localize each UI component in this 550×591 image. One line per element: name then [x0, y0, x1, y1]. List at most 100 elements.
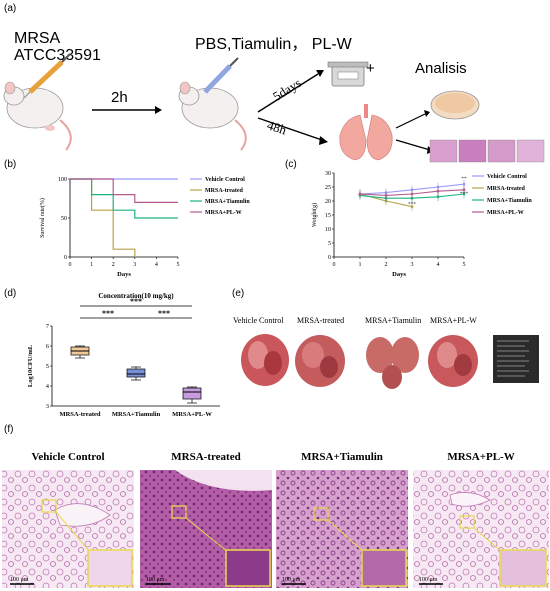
x-tick-label: 2 [385, 262, 388, 268]
arrow-48h: 48h [257, 117, 328, 145]
y-tick-label: 0 [328, 255, 331, 261]
plus-sign: + [366, 60, 375, 77]
histology-label-vehicle: Vehicle Control [31, 451, 105, 463]
y-tick-label: 3 [46, 403, 49, 410]
significance-marker: *** [130, 297, 142, 306]
y-tick-label: 25 [325, 185, 331, 191]
data-point [410, 196, 414, 200]
panel-b-label: (b) [4, 159, 17, 170]
balance-icon [327, 61, 369, 87]
time-5days: 5days [270, 75, 304, 104]
x-tick-label: MRSA-treated [59, 411, 100, 418]
y-tick-label: 5 [46, 363, 49, 370]
mouse-icon [3, 81, 72, 151]
y-axis-label: Survival rate(%) [39, 198, 46, 238]
data-point [358, 192, 362, 196]
lung-photo-tiamulin [366, 337, 419, 389]
lung-photo-vehicle [241, 334, 289, 386]
time-48h: 48h [265, 117, 289, 137]
mouse-icon [178, 81, 247, 151]
legend-entry: MRSA+Tiamulin [205, 199, 250, 205]
treatment-list: PBS,Tiamulin， PL-W [195, 36, 352, 53]
y-tick-label: 10 [325, 227, 331, 233]
data-point [384, 194, 388, 197]
significance-marker: *** [408, 202, 417, 208]
histology-panels: 100 μm 100 μm 100 μm 100 μm [2, 470, 549, 588]
data-point [410, 205, 414, 208]
x-tick-label: 4 [437, 262, 440, 268]
x-tick-label: 0 [69, 262, 72, 268]
strain-name: MRSA [14, 30, 61, 47]
histology-label-plw: MRSA+PL-W [447, 451, 515, 463]
legend-entry: Vehicle Control [205, 177, 245, 183]
scale-bar: 100 μm [146, 577, 165, 583]
data-point [410, 188, 414, 192]
panel-c-label: (c) [285, 159, 297, 170]
lung-photos [241, 334, 539, 389]
cfu-boxplot: Concentration(10 mg/kg) 3 4 5 6 7 Log10CFU/mL M… [27, 292, 220, 418]
x-tick-label: 3 [133, 262, 136, 268]
x-axis-label: Days [117, 271, 131, 278]
ruler-image [493, 335, 539, 383]
x-tick-label: 1 [90, 262, 93, 268]
lung-label-vehicle: Vehicle Control [233, 316, 284, 325]
arrow-5days: 5days [257, 70, 324, 113]
histology-image-mrsa: 100 μm [140, 470, 272, 588]
histology-image-plw: 100 μm [413, 470, 549, 588]
data-point [462, 182, 466, 186]
series-line [70, 178, 178, 219]
y-tick-label: 0 [64, 255, 67, 261]
panel-a-label: (a) [4, 3, 17, 14]
arrow-to-histology [395, 139, 434, 154]
y-tick-label: 7 [46, 323, 50, 330]
x-tick-label: 5 [177, 262, 180, 268]
box-body [126, 368, 146, 378]
time-2h: 2h [111, 89, 128, 106]
x-tick-label: 4 [155, 262, 158, 268]
x-tick-label: 0 [333, 262, 336, 268]
panel-f-label: (f) [4, 424, 14, 435]
histology-thumbnails [429, 139, 545, 163]
series-line [70, 178, 136, 257]
y-tick-label: 30 [325, 171, 331, 177]
histology-image-tiamulin: 100 μm [276, 470, 408, 588]
legend-entry: MRSA-treated [205, 188, 244, 194]
y-axis-label: Weight(g) [311, 203, 318, 227]
legend-entry: Vehicle Control [487, 174, 527, 180]
panel-e-label: (e) [232, 288, 245, 299]
analysis-label: Analisis [415, 60, 467, 77]
significance-marker: *** [158, 309, 170, 318]
histology-image-vehicle: 100 μm [2, 470, 134, 588]
y-axis-label: Log10CFU/mL [27, 344, 34, 387]
data-point [436, 195, 440, 199]
legend-entry: MRSA+PL-W [205, 210, 242, 216]
strain-id: ATCC33591 [14, 47, 101, 64]
chart-title: Concentration(10 mg/kg) [98, 292, 174, 300]
weight-chart: 0 1 2 3 4 5 0 5 10 15 20 25 30 Days Weight(g) Vehicle C… [311, 171, 532, 278]
strain-label: MRSA ATCC33591 [14, 30, 101, 64]
histology-label-mrsa: MRSA-treated [171, 451, 241, 463]
scale-bar: 100 μm [282, 577, 301, 583]
petri-dish-icon [430, 90, 480, 120]
significance-marker: *** [460, 191, 469, 197]
lung-label-tiamulin: MRSA+Tiamulin [365, 316, 422, 325]
x-axis-label: Days [392, 271, 406, 278]
histology-label-tiamulin: MRSA+Tiamulin [301, 451, 383, 463]
significance-marker: ** [461, 176, 467, 182]
x-tick-label: 5 [463, 262, 466, 268]
box-body [182, 387, 202, 400]
lung-photo-plw [428, 335, 478, 387]
significance-marker: *** [102, 309, 114, 318]
syringe-icon [23, 53, 71, 99]
y-tick-label: 50 [61, 216, 67, 222]
syringe-icon [203, 57, 239, 94]
data-point [410, 192, 414, 196]
x-tick-label: MRSA+PL-W [172, 411, 212, 418]
y-tick-label: 5 [328, 241, 331, 247]
panel-a-schematic: 5days 48h [3, 53, 545, 163]
x-tick-label: 1 [359, 262, 362, 268]
scale-bar: 100 μm [419, 577, 438, 583]
scale-bar: 100 μm [10, 577, 29, 583]
y-tick-label: 15 [325, 213, 331, 219]
